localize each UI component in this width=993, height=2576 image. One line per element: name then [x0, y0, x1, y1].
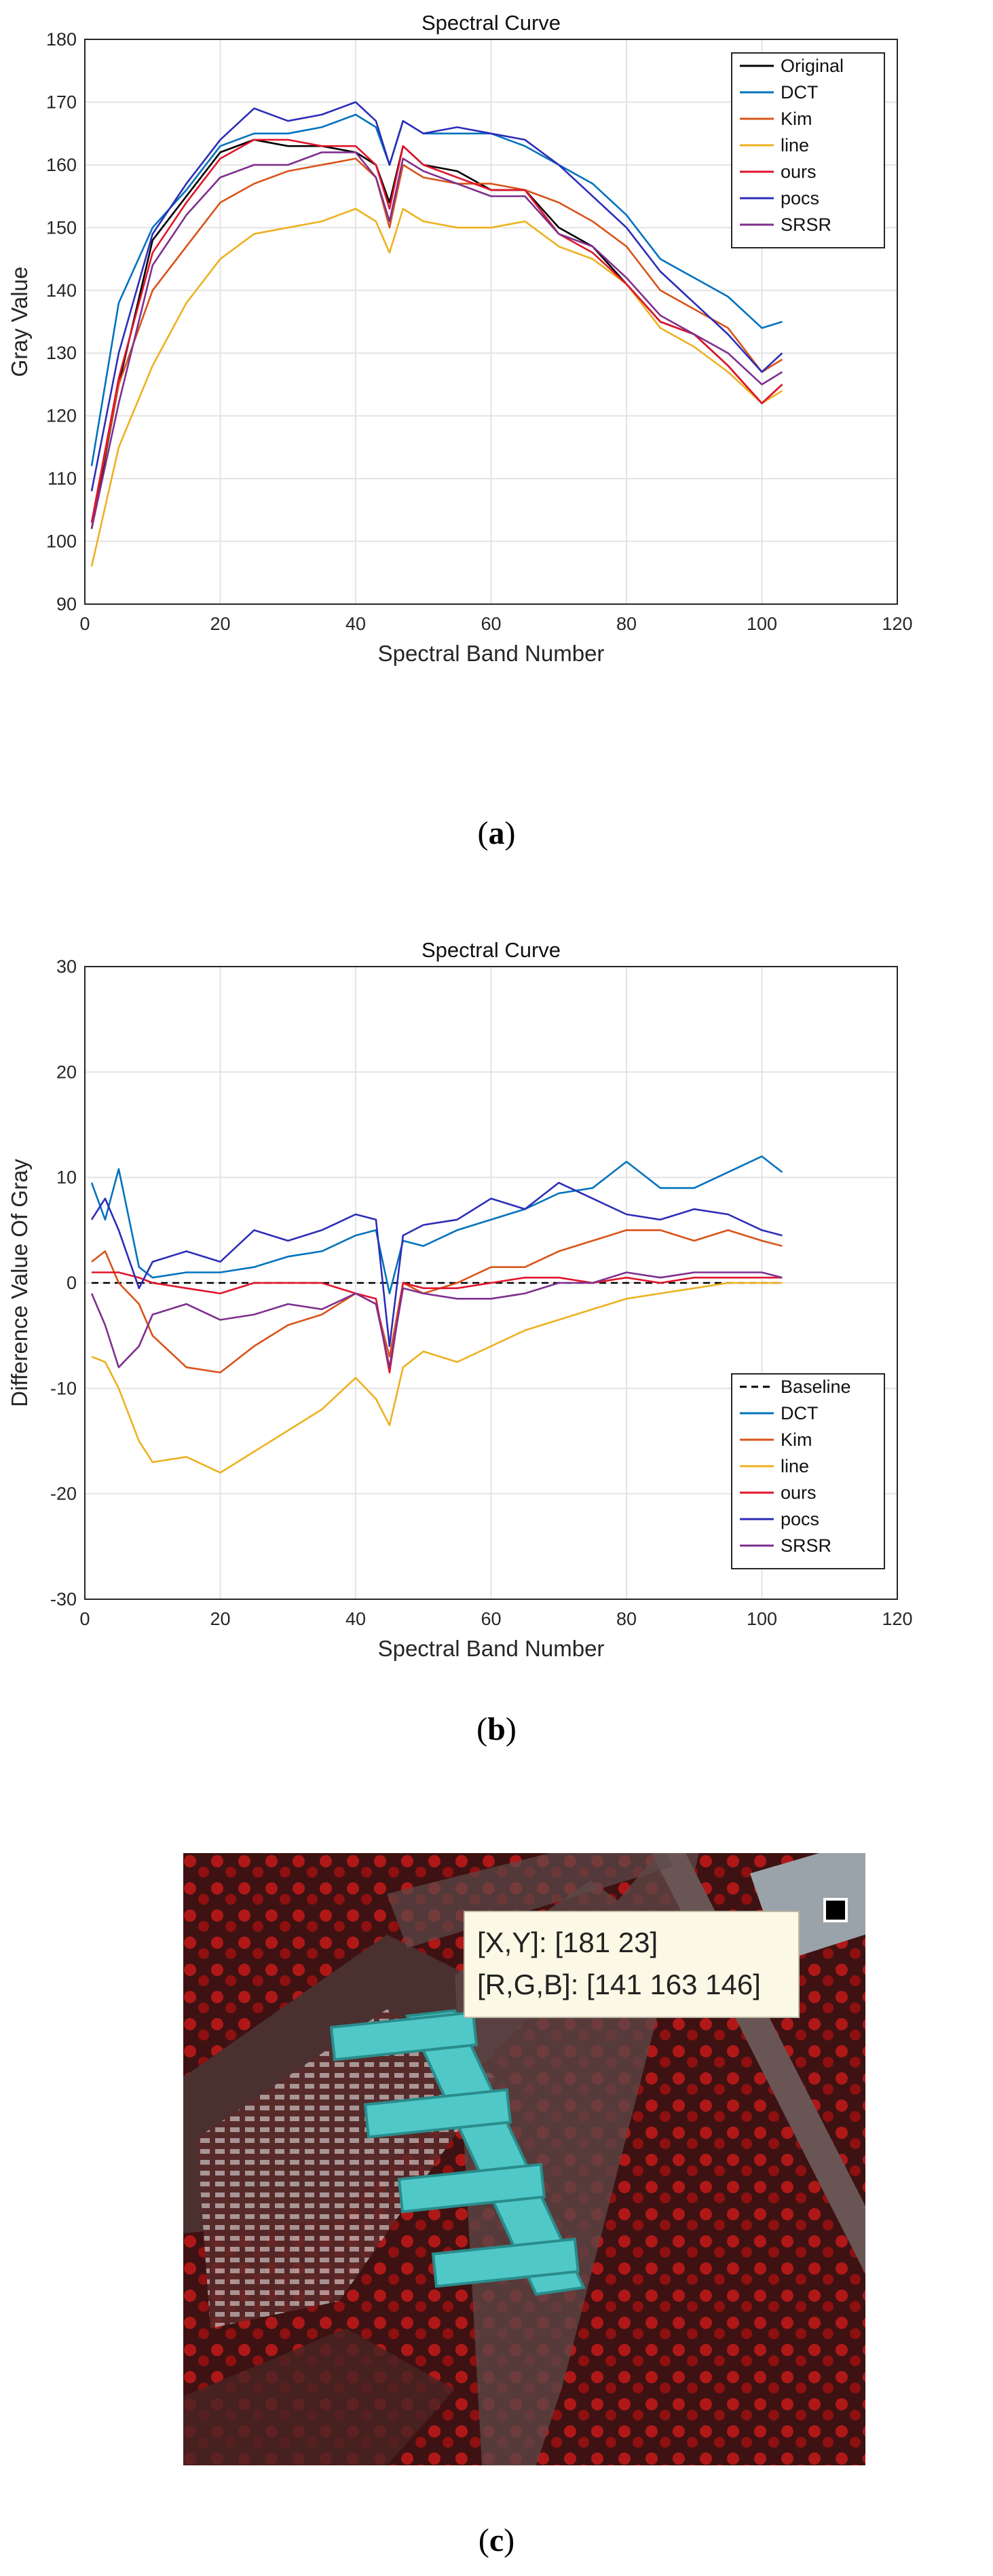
aerial-image: [X,Y]: [181 23] [R,G,B]: [141 163 146] — [183, 1853, 865, 2465]
x-tick-label: 20 — [210, 1609, 230, 1629]
y-tick-label: 170 — [46, 92, 77, 112]
chart-title: Spectral Curve — [421, 11, 561, 35]
legend-label: Kim — [781, 109, 812, 129]
legend-label: Baseline — [781, 1377, 851, 1397]
y-tick-label: 10 — [56, 1168, 77, 1188]
legend-label: DCT — [781, 1403, 819, 1423]
x-tick-label: 20 — [210, 614, 230, 634]
y-axis-label: Gray Value — [7, 267, 32, 377]
x-tick-label: 120 — [882, 1609, 912, 1629]
x-tick-label: 80 — [616, 1609, 637, 1629]
y-tick-label: 160 — [46, 155, 77, 175]
y-tick-label: 0 — [67, 1273, 77, 1293]
legend-label: line — [781, 1456, 809, 1476]
x-tick-label: 120 — [882, 614, 912, 634]
panel-a: 0 20 40 60 80 100 120 90 100 110 120 130 140 150 160 17… — [0, 0, 993, 923]
y-tick-label: 140 — [46, 280, 77, 301]
legend-label: Original — [781, 56, 844, 76]
x-tick-label: 0 — [79, 614, 90, 634]
x-tick-label: 40 — [345, 614, 366, 634]
legend-label: DCT — [781, 82, 819, 102]
y-tick-label: 110 — [48, 468, 77, 489]
x-tick-label: 40 — [345, 1609, 366, 1629]
x-axis-label: Spectral Band Number — [378, 641, 605, 666]
axes-box — [84, 39, 898, 605]
datatip-rgb: [R,G,B]: [141 163 146] — [477, 1968, 761, 2000]
pixel-marker — [823, 1898, 848, 1922]
x-tick-label: 100 — [747, 1609, 777, 1629]
legend-label: pocs — [781, 1509, 819, 1529]
x-axis-label: Spectral Band Number — [378, 1636, 605, 1661]
x-tick-label: 60 — [481, 1609, 501, 1629]
panel-b: 0 20 40 60 80 100 120 -30 -20 -10 0 10 20 30 Spectral … — [0, 923, 993, 1806]
y-tick-label: -30 — [50, 1589, 77, 1609]
y-tick-label: 180 — [46, 29, 77, 50]
x-tick-label: 60 — [481, 614, 501, 634]
legend-label: SRSR — [781, 214, 831, 235]
legend-label: ours — [781, 1482, 817, 1503]
x-tick-label: 0 — [79, 1609, 90, 1629]
caption-a: (a) — [477, 815, 516, 851]
y-tick-label: 120 — [46, 406, 77, 426]
caption-b: (b) — [476, 1711, 517, 1747]
y-tick-label: -20 — [50, 1484, 77, 1504]
series-line-ours — [90, 138, 783, 523]
chart-title: Spectral Curve — [421, 938, 561, 962]
series-line-srsr — [90, 151, 783, 529]
legend-label: SRSR — [781, 1535, 831, 1556]
series-line-dct — [90, 1155, 783, 1294]
datatip: [X,Y]: [181 23] [R,G,B]: [141 163 146] — [464, 1911, 800, 2018]
legend-box — [731, 1373, 885, 1569]
series-line-pocs — [90, 1182, 783, 1347]
y-tick-label: 130 — [46, 343, 77, 363]
axes-box — [84, 966, 898, 1600]
x-tick-label: 100 — [747, 614, 777, 634]
chart-b: 0 20 40 60 80 100 120 -30 -20 -10 0 10 20 30 Spectral … — [7, 938, 913, 1661]
y-tick-label: -10 — [50, 1378, 77, 1398]
y-tick-label: 30 — [56, 956, 77, 977]
series-line-kim — [90, 157, 783, 523]
legend-label: pocs — [781, 188, 819, 208]
series-line-srsr — [90, 1271, 783, 1368]
chart-a: 0 20 40 60 80 100 120 90 100 110 120 130 140 150 160 17… — [7, 11, 913, 666]
series-line-line — [91, 1282, 783, 1474]
legend-box — [731, 52, 885, 248]
legend-label: line — [781, 135, 809, 155]
y-tick-label: 150 — [46, 217, 77, 238]
panel-c: [X,Y]: [181 23] [R,G,B]: [141 163 146] (… — [0, 1806, 993, 2576]
series-line-line — [90, 208, 783, 567]
y-tick-label: 90 — [56, 594, 77, 614]
legend-label: Kim — [781, 1430, 812, 1450]
y-tick-label: 20 — [56, 1062, 77, 1082]
y-tick-label: 100 — [46, 531, 77, 552]
series-line-kim — [91, 1229, 783, 1374]
caption-c: (c) — [478, 2522, 515, 2558]
datatip-xy: [X,Y]: [181 23] — [477, 1926, 658, 1958]
legend-label: ours — [781, 162, 817, 182]
y-axis-label: Difference Value Of Gray — [7, 1159, 32, 1407]
x-tick-label: 80 — [616, 614, 637, 634]
series-line-pocs — [90, 101, 783, 491]
